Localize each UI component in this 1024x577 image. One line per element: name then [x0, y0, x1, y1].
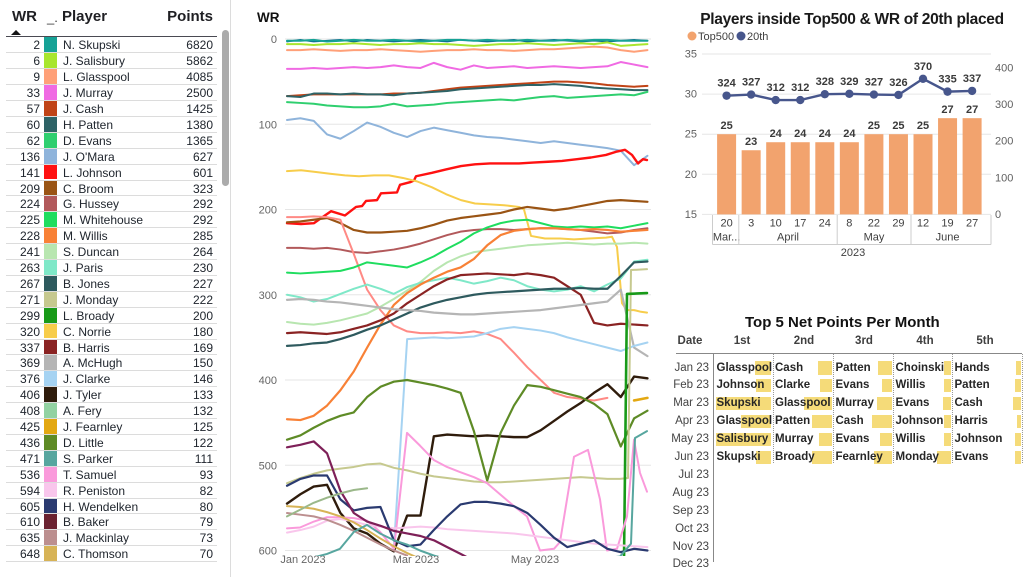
svg-text:24: 24 — [819, 218, 831, 230]
svg-text:29: 29 — [892, 218, 904, 230]
svg-text:15: 15 — [685, 209, 697, 221]
svg-text:335: 335 — [938, 74, 956, 86]
svg-text:25: 25 — [685, 129, 697, 141]
svg-text:8: 8 — [846, 218, 852, 230]
svg-text:24: 24 — [794, 128, 807, 140]
svg-text:327: 327 — [865, 77, 883, 89]
svg-text:Top500: Top500 — [698, 31, 734, 43]
svg-text:312: 312 — [767, 82, 785, 94]
svg-text:0: 0 — [271, 34, 277, 46]
svg-text:400: 400 — [259, 375, 277, 387]
svg-text:27: 27 — [966, 218, 978, 230]
svg-text:12: 12 — [917, 218, 929, 230]
svg-text:Mar...: Mar... — [713, 232, 741, 244]
svg-text:25: 25 — [892, 120, 904, 132]
svg-text:312: 312 — [791, 82, 809, 94]
svg-text:19: 19 — [941, 218, 953, 230]
svg-text:24: 24 — [770, 128, 783, 140]
svg-text:400: 400 — [995, 62, 1013, 74]
svg-text:WR: WR — [257, 10, 280, 25]
svg-text:24: 24 — [819, 128, 832, 140]
svg-text:200: 200 — [259, 205, 277, 217]
svg-text:May 2023: May 2023 — [511, 554, 559, 566]
svg-text:22: 22 — [868, 218, 880, 230]
svg-text:June: June — [936, 232, 960, 244]
svg-text:May: May — [864, 232, 885, 244]
svg-text:25: 25 — [720, 120, 732, 132]
svg-text:326: 326 — [889, 77, 907, 89]
svg-text:10: 10 — [770, 218, 782, 230]
svg-text:324: 324 — [717, 78, 736, 90]
svg-text:500: 500 — [259, 460, 277, 472]
svg-text:20: 20 — [685, 169, 697, 181]
svg-text:328: 328 — [816, 76, 834, 88]
svg-text:370: 370 — [914, 61, 932, 73]
svg-text:100: 100 — [995, 172, 1013, 184]
svg-text:April: April — [777, 232, 799, 244]
svg-text:24: 24 — [843, 128, 856, 140]
svg-text:20th: 20th — [747, 31, 768, 43]
svg-text:Mar 2023: Mar 2023 — [393, 554, 439, 566]
svg-text:30: 30 — [685, 89, 697, 101]
svg-text:329: 329 — [840, 76, 858, 88]
svg-text:25: 25 — [868, 120, 880, 132]
svg-text:300: 300 — [259, 290, 277, 302]
svg-text:27: 27 — [966, 104, 978, 116]
svg-text:Jan 2023: Jan 2023 — [280, 554, 325, 566]
svg-text:17: 17 — [794, 218, 806, 230]
svg-text:35: 35 — [685, 49, 697, 61]
svg-text:600: 600 — [259, 546, 277, 558]
svg-text:3: 3 — [748, 218, 754, 230]
svg-text:27: 27 — [941, 104, 953, 116]
svg-text:Players inside Top500 & WR of: Players inside Top500 & WR of 20th place… — [700, 11, 1004, 28]
svg-text:20: 20 — [720, 218, 732, 230]
svg-text:100: 100 — [259, 119, 277, 131]
svg-text:23: 23 — [745, 136, 757, 148]
svg-text:0: 0 — [995, 209, 1001, 221]
svg-text:200: 200 — [995, 136, 1013, 148]
svg-text:25: 25 — [917, 120, 929, 132]
svg-text:327: 327 — [742, 77, 760, 89]
svg-text:337: 337 — [963, 73, 981, 85]
svg-text:300: 300 — [995, 99, 1013, 111]
svg-text:2023: 2023 — [841, 247, 865, 259]
